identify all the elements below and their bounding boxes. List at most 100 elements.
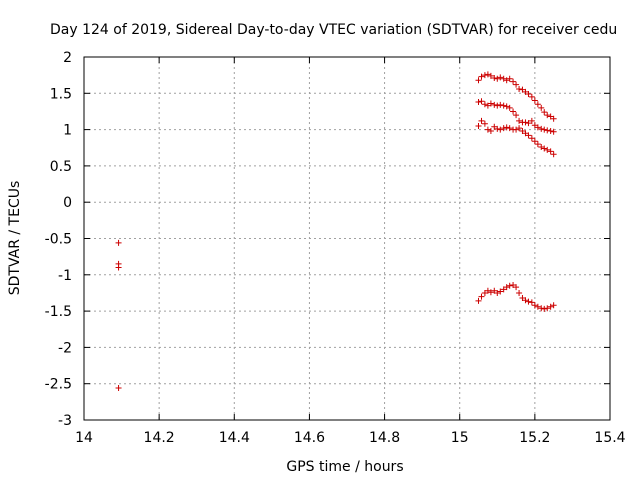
y-tick-label: 2 — [63, 50, 72, 66]
x-tick-label: 14 — [75, 430, 93, 446]
data-point — [506, 282, 513, 289]
data-point — [541, 126, 548, 133]
data-point — [484, 71, 491, 78]
data-point — [475, 122, 482, 129]
data-point — [500, 125, 507, 132]
data-point — [475, 297, 482, 304]
data-point — [531, 122, 538, 129]
data-point — [475, 77, 482, 84]
data-point — [516, 289, 523, 296]
data-point — [506, 75, 513, 82]
data-point — [497, 101, 504, 108]
data-point — [491, 75, 498, 82]
data-point — [525, 120, 532, 127]
y-tick-label: 1.5 — [50, 86, 72, 102]
data-point — [506, 125, 513, 132]
data-point — [522, 297, 529, 304]
data-point — [541, 109, 548, 116]
x-tick-label: 15 — [451, 430, 469, 446]
data-point — [478, 293, 485, 300]
data-point — [500, 286, 507, 293]
axis-ticks — [83, 56, 611, 421]
data-point — [513, 284, 520, 291]
data-point — [528, 117, 535, 124]
data-point — [547, 128, 554, 135]
y-tick-label: -0.5 — [45, 232, 72, 248]
data-point — [115, 239, 122, 246]
data-point — [481, 101, 488, 108]
plot-frame — [83, 56, 611, 421]
y-tick-label: 0 — [63, 195, 72, 211]
y-tick-label: -1.5 — [45, 304, 72, 320]
data-point — [550, 115, 557, 122]
data-point — [475, 99, 482, 106]
y-axis-label: SDTVAR / TECUs — [7, 181, 23, 296]
data-point — [522, 130, 529, 137]
data-point — [544, 146, 551, 153]
data-point — [510, 108, 517, 115]
data-point — [484, 287, 491, 294]
data-point — [538, 305, 545, 312]
data-point — [494, 125, 501, 132]
data-point — [513, 112, 520, 119]
data-point — [503, 124, 510, 131]
data-point — [494, 289, 501, 296]
data-point — [547, 113, 554, 120]
data-point — [516, 117, 523, 124]
x-tick-label: 14.8 — [369, 430, 400, 446]
data-point — [525, 298, 532, 305]
series-track-4 — [475, 281, 557, 312]
data-point — [538, 125, 545, 132]
x-tick-label: 14.4 — [219, 430, 250, 446]
data-point — [541, 145, 548, 152]
y-tick-label: 0.5 — [50, 159, 72, 175]
data-point — [510, 281, 517, 288]
data-point — [528, 93, 535, 100]
grid-lines — [84, 57, 610, 420]
data-point — [525, 91, 532, 98]
data-point — [531, 302, 538, 309]
data-point — [522, 88, 529, 95]
data-point — [115, 385, 122, 392]
data-point — [531, 97, 538, 104]
data-point — [534, 124, 541, 131]
y-tick-label: -1 — [58, 268, 72, 284]
data-point — [481, 72, 488, 79]
data-point — [547, 148, 554, 155]
data-point — [528, 299, 535, 306]
series-early — [115, 239, 122, 392]
data-point — [481, 120, 488, 127]
y-tick-label: -3 — [58, 413, 72, 429]
data-point — [534, 303, 541, 310]
data-point — [487, 72, 494, 79]
x-axis-label: GPS time / hours — [286, 459, 403, 475]
data-point — [506, 104, 513, 111]
data-point — [525, 132, 532, 139]
data-point — [541, 305, 548, 312]
data-point — [497, 126, 504, 133]
series-track-2 — [475, 98, 557, 135]
y-tick-labels: 2 1.5 1 0.5 0 -0.5 -1 -1.5 -2 -2.5 -3 — [45, 50, 72, 429]
data-point — [544, 112, 551, 119]
data-point — [115, 264, 122, 271]
data-point — [510, 78, 517, 85]
data-point — [503, 77, 510, 84]
x-tick-label: 15.4 — [594, 430, 625, 446]
data-point — [516, 125, 523, 132]
data-point — [487, 128, 494, 135]
data-point — [538, 104, 545, 111]
data-point — [528, 135, 535, 142]
data-point — [534, 141, 541, 148]
data-point — [484, 102, 491, 109]
data-point — [544, 127, 551, 134]
data-point — [513, 81, 520, 88]
data-point — [516, 85, 523, 92]
series-track-1 — [475, 71, 557, 122]
data-point — [519, 86, 526, 93]
data-point — [503, 284, 510, 291]
data-point — [544, 305, 551, 312]
data-point — [500, 102, 507, 109]
data-point — [500, 75, 507, 82]
y-tick-label: 1 — [63, 123, 72, 139]
